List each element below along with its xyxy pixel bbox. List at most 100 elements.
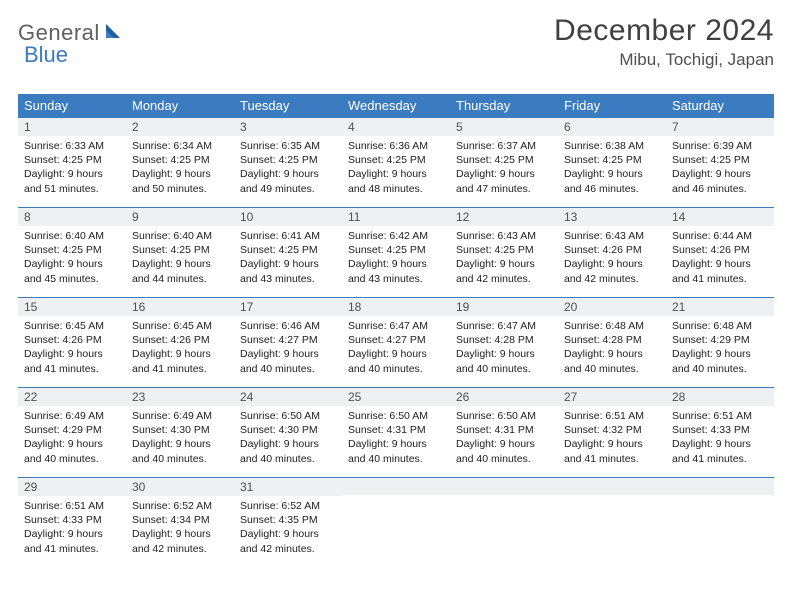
daylight-text: Daylight: 9 hours [132,167,228,181]
sunset-text: Sunset: 4:25 PM [672,153,768,167]
calendar-cell: 1Sunrise: 6:33 AMSunset: 4:25 PMDaylight… [18,117,126,207]
calendar-cell: 9Sunrise: 6:40 AMSunset: 4:25 PMDaylight… [126,207,234,297]
daylight-text: and 50 minutes. [132,182,228,196]
daylight-text: Daylight: 9 hours [132,437,228,451]
empty-day [342,477,450,495]
calendar-cell: 18Sunrise: 6:47 AMSunset: 4:27 PMDayligh… [342,297,450,387]
daylight-text: and 49 minutes. [240,182,336,196]
day-number: 6 [558,117,666,136]
day-number: 21 [666,297,774,316]
sunrise-text: Sunrise: 6:51 AM [564,409,660,423]
weekday-header: Tuesday [234,94,342,117]
day-number: 28 [666,387,774,406]
calendar-cell: 16Sunrise: 6:45 AMSunset: 4:26 PMDayligh… [126,297,234,387]
daylight-text: and 41 minutes. [672,272,768,286]
daylight-text: and 43 minutes. [348,272,444,286]
day-number: 19 [450,297,558,316]
day-number: 27 [558,387,666,406]
calendar-cell [450,477,558,567]
calendar-cell: 17Sunrise: 6:46 AMSunset: 4:27 PMDayligh… [234,297,342,387]
day-number: 5 [450,117,558,136]
day-details: Sunrise: 6:49 AMSunset: 4:29 PMDaylight:… [18,406,126,470]
sunset-text: Sunset: 4:26 PM [672,243,768,257]
daylight-text: and 51 minutes. [24,182,120,196]
day-details: Sunrise: 6:39 AMSunset: 4:25 PMDaylight:… [666,136,774,200]
daylight-text: and 40 minutes. [456,452,552,466]
sunrise-text: Sunrise: 6:47 AM [348,319,444,333]
daylight-text: Daylight: 9 hours [240,527,336,541]
calendar-cell: 19Sunrise: 6:47 AMSunset: 4:28 PMDayligh… [450,297,558,387]
day-details: Sunrise: 6:35 AMSunset: 4:25 PMDaylight:… [234,136,342,200]
day-details: Sunrise: 6:51 AMSunset: 4:33 PMDaylight:… [18,496,126,560]
sunset-text: Sunset: 4:25 PM [132,243,228,257]
day-details: Sunrise: 6:40 AMSunset: 4:25 PMDaylight:… [126,226,234,290]
day-details: Sunrise: 6:40 AMSunset: 4:25 PMDaylight:… [18,226,126,290]
calendar-cell: 6Sunrise: 6:38 AMSunset: 4:25 PMDaylight… [558,117,666,207]
daylight-text: Daylight: 9 hours [456,167,552,181]
empty-day [450,477,558,495]
sunrise-text: Sunrise: 6:43 AM [456,229,552,243]
day-details: Sunrise: 6:45 AMSunset: 4:26 PMDaylight:… [18,316,126,380]
calendar-cell: 10Sunrise: 6:41 AMSunset: 4:25 PMDayligh… [234,207,342,297]
month-title: December 2024 [554,14,774,48]
sunrise-text: Sunrise: 6:38 AM [564,139,660,153]
calendar-cell: 24Sunrise: 6:50 AMSunset: 4:30 PMDayligh… [234,387,342,477]
sunrise-text: Sunrise: 6:42 AM [348,229,444,243]
calendar-cell: 31Sunrise: 6:52 AMSunset: 4:35 PMDayligh… [234,477,342,567]
sunset-text: Sunset: 4:27 PM [348,333,444,347]
day-details: Sunrise: 6:50 AMSunset: 4:31 PMDaylight:… [450,406,558,470]
day-number: 16 [126,297,234,316]
empty-day [666,477,774,495]
calendar-cell: 7Sunrise: 6:39 AMSunset: 4:25 PMDaylight… [666,117,774,207]
calendar-cell: 5Sunrise: 6:37 AMSunset: 4:25 PMDaylight… [450,117,558,207]
calendar-cell: 8Sunrise: 6:40 AMSunset: 4:25 PMDaylight… [18,207,126,297]
sunset-text: Sunset: 4:31 PM [456,423,552,437]
sunset-text: Sunset: 4:25 PM [348,153,444,167]
day-details: Sunrise: 6:46 AMSunset: 4:27 PMDaylight:… [234,316,342,380]
daylight-text: Daylight: 9 hours [240,437,336,451]
weekday-header-row: Sunday Monday Tuesday Wednesday Thursday… [18,94,774,117]
day-details: Sunrise: 6:44 AMSunset: 4:26 PMDaylight:… [666,226,774,290]
day-details: Sunrise: 6:48 AMSunset: 4:28 PMDaylight:… [558,316,666,380]
calendar-row: 1Sunrise: 6:33 AMSunset: 4:25 PMDaylight… [18,117,774,207]
daylight-text: Daylight: 9 hours [672,257,768,271]
sunrise-text: Sunrise: 6:39 AM [672,139,768,153]
day-details: Sunrise: 6:41 AMSunset: 4:25 PMDaylight:… [234,226,342,290]
day-details: Sunrise: 6:33 AMSunset: 4:25 PMDaylight:… [18,136,126,200]
sunset-text: Sunset: 4:25 PM [240,153,336,167]
sunrise-text: Sunrise: 6:49 AM [24,409,120,423]
sunrise-text: Sunrise: 6:44 AM [672,229,768,243]
day-details: Sunrise: 6:47 AMSunset: 4:27 PMDaylight:… [342,316,450,380]
sunset-text: Sunset: 4:33 PM [672,423,768,437]
daylight-text: and 40 minutes. [348,362,444,376]
daylight-text: and 48 minutes. [348,182,444,196]
daylight-text: and 42 minutes. [456,272,552,286]
calendar-cell: 4Sunrise: 6:36 AMSunset: 4:25 PMDaylight… [342,117,450,207]
daylight-text: Daylight: 9 hours [672,437,768,451]
daylight-text: Daylight: 9 hours [240,257,336,271]
day-details: Sunrise: 6:42 AMSunset: 4:25 PMDaylight:… [342,226,450,290]
calendar-cell: 15Sunrise: 6:45 AMSunset: 4:26 PMDayligh… [18,297,126,387]
calendar-cell: 2Sunrise: 6:34 AMSunset: 4:25 PMDaylight… [126,117,234,207]
daylight-text: Daylight: 9 hours [564,437,660,451]
day-number: 29 [18,477,126,496]
daylight-text: Daylight: 9 hours [132,257,228,271]
daylight-text: Daylight: 9 hours [24,167,120,181]
sunrise-text: Sunrise: 6:48 AM [564,319,660,333]
day-number: 25 [342,387,450,406]
day-details: Sunrise: 6:50 AMSunset: 4:30 PMDaylight:… [234,406,342,470]
day-number: 10 [234,207,342,226]
empty-day [558,477,666,495]
sunset-text: Sunset: 4:29 PM [24,423,120,437]
sunset-text: Sunset: 4:25 PM [24,243,120,257]
sunset-text: Sunset: 4:30 PM [240,423,336,437]
daylight-text: Daylight: 9 hours [240,167,336,181]
calendar-cell: 21Sunrise: 6:48 AMSunset: 4:29 PMDayligh… [666,297,774,387]
sunset-text: Sunset: 4:26 PM [132,333,228,347]
day-details: Sunrise: 6:47 AMSunset: 4:28 PMDaylight:… [450,316,558,380]
sunset-text: Sunset: 4:28 PM [564,333,660,347]
day-details: Sunrise: 6:43 AMSunset: 4:26 PMDaylight:… [558,226,666,290]
daylight-text: and 41 minutes. [24,542,120,556]
daylight-text: Daylight: 9 hours [564,167,660,181]
daylight-text: Daylight: 9 hours [564,347,660,361]
